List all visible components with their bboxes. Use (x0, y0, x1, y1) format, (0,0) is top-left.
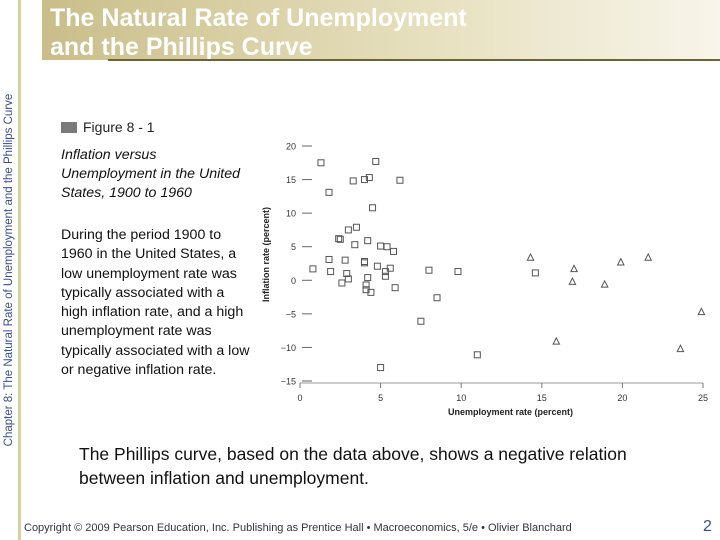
data-point-square (381, 272, 389, 280)
left-divider (18, 0, 21, 540)
data-point-square (360, 176, 368, 184)
figure-square-icon (61, 121, 77, 133)
chapter-sidebar: Chapter 8: The Natural Rate of Unemploym… (0, 0, 18, 540)
data-point-square (377, 242, 385, 250)
data-point-square (309, 265, 317, 273)
data-point-square (364, 274, 372, 282)
y-tick-label: −10 (281, 343, 296, 353)
slide-title-line1: The Natural Rate of Unemployment (50, 4, 467, 32)
data-point-square (531, 269, 539, 277)
data-point-triangle (552, 336, 561, 345)
y-tick-label: 10 (286, 209, 296, 219)
data-point-square (344, 226, 352, 234)
data-point-square (391, 284, 399, 292)
data-point-square (365, 174, 373, 182)
data-point-square (362, 281, 370, 289)
data-point-square (369, 204, 377, 212)
data-point-square (327, 268, 335, 276)
data-point-square (338, 279, 346, 287)
data-point-square (360, 259, 368, 267)
y-tick-label: 0 (291, 276, 296, 286)
header-band (42, 0, 720, 60)
data-point-square (341, 256, 349, 264)
figure-caption-title: Inflation versus Unemployment in the Uni… (61, 147, 241, 201)
data-point-triangle (568, 277, 577, 285)
x-axis-label: Unemployment rate (percent) (448, 407, 573, 417)
figure-label-text: Figure 8 - 1 (83, 119, 155, 135)
data-point-triangle (644, 252, 653, 261)
y-tick-label: 15 (286, 175, 296, 185)
data-point-square (473, 351, 481, 359)
figure-label: Figure 8 - 1 (61, 119, 155, 135)
data-point-square (454, 268, 462, 276)
data-point-square (425, 266, 433, 274)
data-point-triangle (526, 252, 535, 261)
data-point-square (317, 159, 325, 167)
data-point-square (336, 235, 344, 243)
copyright-footer: Copyright © 2009 Pearson Education, Inc.… (24, 522, 572, 534)
data-point-square (417, 317, 425, 325)
data-point-square (373, 262, 381, 270)
data-point-triangle (570, 264, 579, 273)
chapter-sidebar-text: Chapter 8: The Natural Rate of Unemploym… (3, 93, 15, 447)
data-point-square (335, 235, 343, 243)
data-point-square (343, 270, 351, 278)
x-tick-label: 10 (456, 393, 466, 403)
data-point-square (389, 247, 397, 255)
slide-title: The Natural Rate of Unemployment and the… (50, 4, 650, 62)
data-point-triangle (600, 279, 609, 288)
figure-caption-body: During the period 1900 to 1960 in the Un… (61, 227, 250, 379)
x-tick-label: 0 (297, 393, 302, 403)
x-tick-label: 20 (617, 393, 627, 403)
data-point-square (367, 288, 375, 296)
data-point-square (364, 237, 372, 245)
x-tick-label: 15 (537, 393, 547, 403)
data-point-square (433, 294, 441, 302)
data-point-triangle (616, 257, 625, 266)
data-point-square (349, 177, 357, 185)
x-tick-label: 25 (698, 393, 708, 403)
y-axis-label: Inflation rate (percent) (261, 207, 271, 302)
x-tick-label: 5 (378, 393, 383, 403)
y-tick-label: −15 (281, 377, 296, 387)
data-point-square (372, 157, 380, 165)
summary-text: The Phillips curve, based on the data ab… (79, 444, 627, 488)
data-point-square (325, 188, 333, 196)
data-point-square (344, 275, 352, 283)
data-point-square (383, 243, 391, 251)
data-point-square (396, 176, 404, 184)
data-point-triangle (676, 344, 685, 353)
data-point-square (381, 268, 389, 276)
y-tick-label: 5 (291, 242, 296, 252)
header-divider (108, 59, 720, 61)
page-number: 2 (703, 518, 712, 535)
data-point-triangle (697, 307, 706, 316)
data-point-square (351, 241, 359, 249)
y-tick-label: −5 (286, 309, 296, 319)
data-point-square (325, 255, 333, 263)
slide-title-line2: and the Phillips Curve (50, 33, 313, 61)
data-point-square (352, 223, 360, 231)
data-point-square (377, 364, 385, 372)
y-tick-label: 20 (286, 142, 296, 152)
